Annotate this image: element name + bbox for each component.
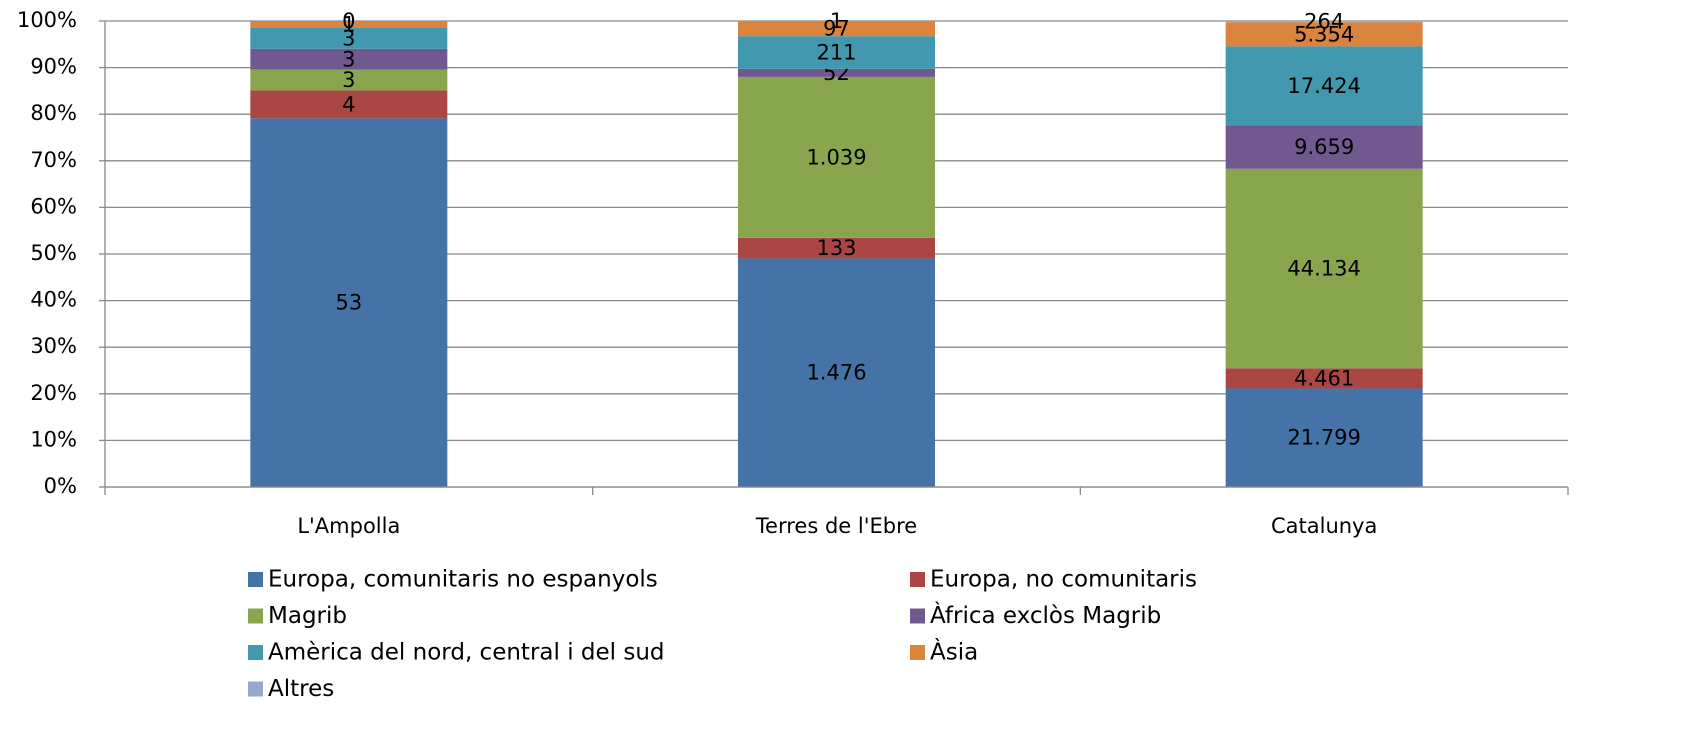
bar-segment [738, 36, 935, 69]
bar-segment [738, 68, 935, 77]
legend-swatch [910, 608, 925, 624]
data-label: 0 [342, 9, 355, 33]
legend-label: Àfrica exclòs Magrib [930, 601, 1161, 629]
data-label: 1 [342, 12, 355, 36]
x-tick-label: L'Ampolla [297, 514, 400, 538]
bar-segment [250, 27, 448, 49]
legend-swatch [910, 572, 925, 587]
legend-label: Altres [268, 676, 334, 702]
bar-segment [738, 21, 935, 37]
legend-label: Àsia [930, 638, 978, 666]
data-label: 44.134 [1287, 257, 1360, 281]
data-label: 211 [816, 41, 856, 65]
y-tick-label: 50% [30, 241, 77, 265]
y-tick-label: 90% [30, 55, 77, 79]
data-label: 97 [823, 17, 850, 41]
x-tick-label: Terres de l'Ebre [755, 514, 917, 538]
data-label: 3 [342, 26, 355, 50]
bar-segment [250, 90, 448, 119]
y-tick-label: 80% [30, 101, 77, 125]
y-tick-label: 60% [30, 194, 77, 218]
bar-segment [1225, 21, 1423, 23]
bar-segment [1225, 168, 1423, 369]
bar-segment [1225, 388, 1423, 487]
legend-label: Europa, no comunitaris [930, 567, 1197, 593]
x-tick-label: Catalunya [1271, 514, 1377, 538]
data-label: 133 [816, 236, 856, 260]
bar-segment [250, 69, 448, 91]
bar-segment [250, 21, 448, 28]
data-label: 3 [342, 47, 355, 71]
data-label: 9.659 [1294, 135, 1354, 159]
y-tick-label: 40% [30, 288, 77, 312]
legend-swatch [248, 572, 263, 587]
legend-label: Magrib [268, 603, 347, 629]
data-label: 264 [1304, 10, 1344, 34]
y-tick-label: 30% [30, 334, 77, 358]
data-label: 3 [342, 68, 355, 92]
bar-segment [1225, 46, 1423, 126]
data-label: 17.424 [1287, 74, 1360, 98]
data-label: 1.476 [806, 361, 866, 385]
y-tick-label: 10% [30, 427, 77, 451]
bar-segment [250, 48, 448, 70]
bar-segment [738, 76, 935, 238]
legend-swatch [248, 608, 263, 624]
legend-swatch [248, 681, 263, 697]
data-label: 4 [342, 92, 355, 116]
y-tick-label: 0% [44, 474, 77, 498]
legend-label: Amèrica del nord, central i del sud [268, 640, 665, 666]
y-tick-label: 100% [17, 8, 77, 32]
bar-segment [738, 258, 935, 487]
y-tick-label: 70% [30, 148, 77, 172]
data-label: 1.039 [806, 145, 866, 169]
legend-label: Europa, comunitaris no espanyols [268, 567, 658, 593]
data-label: 4.461 [1294, 366, 1354, 390]
y-tick-label: 20% [30, 381, 77, 405]
bar-segment [738, 237, 935, 259]
bar-segment [1225, 368, 1423, 389]
data-label: 53 [335, 291, 362, 315]
data-label: 5.354 [1294, 22, 1354, 46]
bar-segment [250, 118, 448, 487]
bar-segment [1225, 125, 1423, 169]
data-label: 21.799 [1287, 426, 1360, 450]
data-label: 1 [830, 9, 843, 33]
legend-swatch [910, 645, 925, 660]
bar-segment [1225, 22, 1423, 47]
legend-swatch [248, 645, 263, 660]
